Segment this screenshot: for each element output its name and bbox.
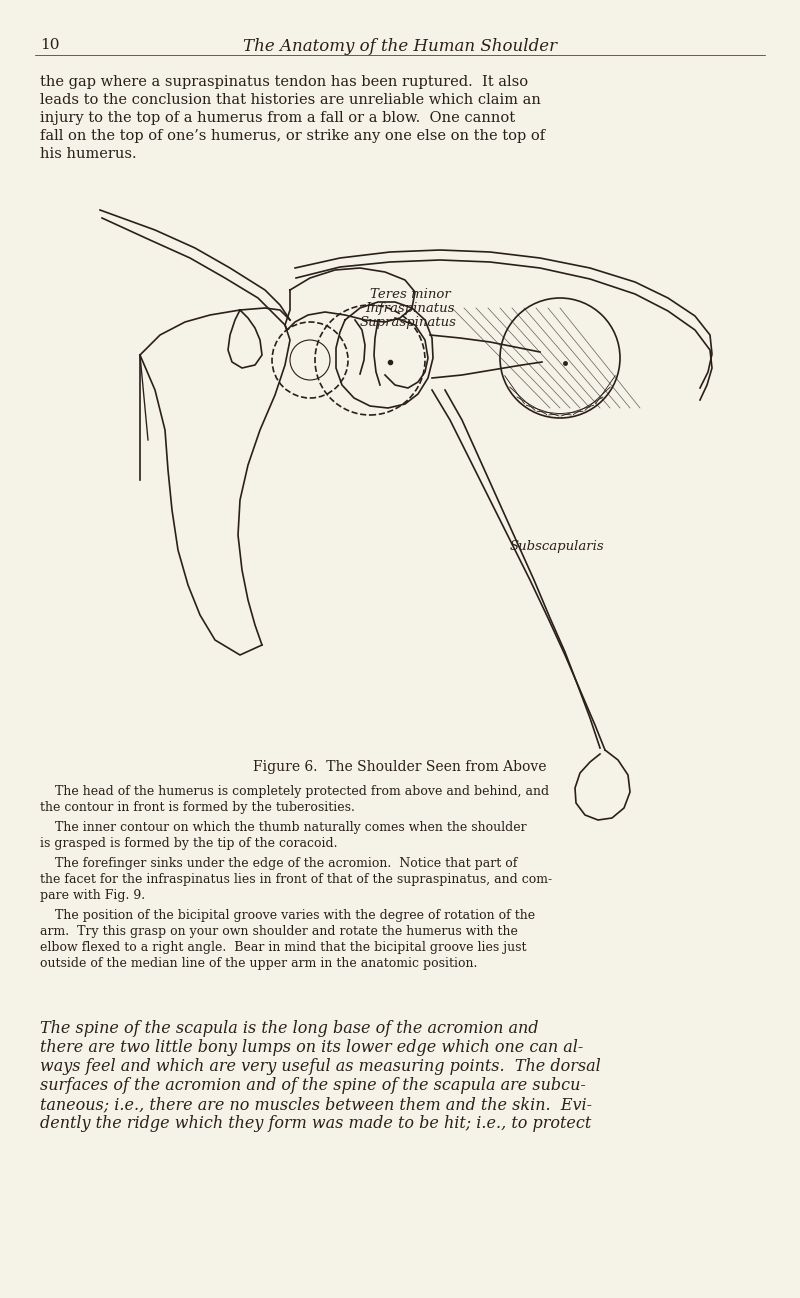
Text: ways feel and which are very useful as measuring points.  The dorsal: ways feel and which are very useful as m… <box>40 1058 601 1075</box>
Text: The Anatomy of the Human Shoulder: The Anatomy of the Human Shoulder <box>243 38 557 55</box>
Text: dently the ridge which they form was made to be hit; i.e., to protect: dently the ridge which they form was mad… <box>40 1115 591 1132</box>
Text: pare with Fig. 9.: pare with Fig. 9. <box>40 889 145 902</box>
Text: leads to the conclusion that histories are unreliable which claim an: leads to the conclusion that histories a… <box>40 93 541 106</box>
Text: the contour in front is formed by the tuberosities.: the contour in front is formed by the tu… <box>40 801 355 814</box>
Text: 10: 10 <box>40 38 59 52</box>
Text: surfaces of the acromion and of the spine of the scapula are subcu-: surfaces of the acromion and of the spin… <box>40 1077 586 1094</box>
Text: his humerus.: his humerus. <box>40 147 137 161</box>
Text: is grasped is formed by the tip of the coracoid.: is grasped is formed by the tip of the c… <box>40 837 338 850</box>
Text: elbow flexed to a right angle.  Bear in mind that the bicipital groove lies just: elbow flexed to a right angle. Bear in m… <box>40 941 526 954</box>
Text: Teres minor: Teres minor <box>370 288 450 301</box>
Text: The inner contour on which the thumb naturally comes when the shoulder: The inner contour on which the thumb nat… <box>55 822 526 835</box>
Text: taneous; i.e., there are no muscles between them and the skin.  Evi-: taneous; i.e., there are no muscles betw… <box>40 1096 592 1112</box>
Text: there are two little bony lumps on its lower edge which one can al-: there are two little bony lumps on its l… <box>40 1038 583 1057</box>
Text: The forefinger sinks under the edge of the acromion.  Notice that part of: The forefinger sinks under the edge of t… <box>55 857 518 870</box>
Text: The position of the bicipital groove varies with the degree of rotation of the: The position of the bicipital groove var… <box>55 909 535 922</box>
Text: injury to the top of a humerus from a fall or a blow.  One cannot: injury to the top of a humerus from a fa… <box>40 112 515 125</box>
Text: Figure 6.  The Shoulder Seen from Above: Figure 6. The Shoulder Seen from Above <box>254 761 546 774</box>
Text: the facet for the infraspinatus lies in front of that of the supraspinatus, and : the facet for the infraspinatus lies in … <box>40 874 552 887</box>
Text: The spine of the scapula is the long base of the acromion and: The spine of the scapula is the long bas… <box>40 1020 538 1037</box>
Text: Infraspinatus: Infraspinatus <box>365 302 454 315</box>
Text: fall on the top of one’s humerus, or strike any one else on the top of: fall on the top of one’s humerus, or str… <box>40 129 545 143</box>
Text: the gap where a supraspinatus tendon has been ruptured.  It also: the gap where a supraspinatus tendon has… <box>40 75 528 90</box>
Text: outside of the median line of the upper arm in the anatomic position.: outside of the median line of the upper … <box>40 957 478 970</box>
Text: Subscapularis: Subscapularis <box>510 540 605 553</box>
Text: The head of the humerus is completely protected from above and behind, and: The head of the humerus is completely pr… <box>55 785 549 798</box>
Text: arm.  Try this grasp on your own shoulder and rotate the humerus with the: arm. Try this grasp on your own shoulder… <box>40 925 518 938</box>
Text: Supraspinatus: Supraspinatus <box>360 315 457 328</box>
